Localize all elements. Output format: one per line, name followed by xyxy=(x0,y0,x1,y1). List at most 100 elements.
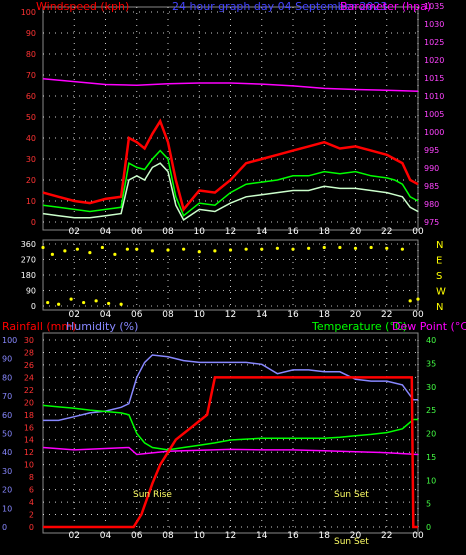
humidity-y-tick-label: 50 xyxy=(2,430,12,439)
wind-y-tick-label: 0 xyxy=(31,218,36,227)
dir-y-tick-label: 270 xyxy=(21,256,36,265)
wind-x-tick-label: 06 xyxy=(131,227,143,237)
rain-y-tick-label: 12 xyxy=(24,448,34,457)
rain-y-tick-label: 16 xyxy=(24,423,34,432)
temp-panel-series-0 xyxy=(43,354,418,422)
dir-x-tick-label: 22 xyxy=(381,310,392,320)
direction-point xyxy=(119,302,123,306)
sun-set-label-2: Sun Set xyxy=(334,537,369,547)
humidity-y-tick-label: 10 xyxy=(2,504,12,513)
wind-y-tick-label: 90 xyxy=(26,29,36,38)
wind-series-1 xyxy=(42,149,419,217)
humidity-y-tick-label: 90 xyxy=(2,355,12,364)
dir-x-tick-label: 04 xyxy=(100,310,112,320)
wind-y-tick-label: 60 xyxy=(26,92,36,101)
temp-panel-series-1 xyxy=(42,404,418,451)
temp-y-tick-label: 25 xyxy=(426,406,436,415)
dir-y-tick-label: 90 xyxy=(26,287,36,296)
rain-y-tick-label: 24 xyxy=(24,373,34,382)
sun-set-label: Sun Set xyxy=(334,490,369,500)
direction-point xyxy=(244,247,248,251)
rain-y-tick-label: 22 xyxy=(24,386,34,395)
direction-point xyxy=(63,249,67,253)
rain-y-tick-label: 10 xyxy=(24,461,34,470)
wind-series-3 xyxy=(42,77,419,93)
baro-y-tick-label: 985 xyxy=(424,182,439,191)
dir-x-tick-label: 12 xyxy=(225,310,236,320)
direction-point xyxy=(69,297,73,301)
wind-y-tick-label: 20 xyxy=(26,176,36,185)
dir-x-tick-label: 02 xyxy=(69,310,80,320)
wind-y-tick-label: 70 xyxy=(26,71,36,80)
dir-x-tick-label: 10 xyxy=(194,310,206,320)
temp-x-tick-label: 20 xyxy=(350,531,362,541)
direction-point xyxy=(322,245,326,250)
humidity-y-tick-label: 60 xyxy=(2,411,12,420)
direction-point xyxy=(260,247,264,251)
baro-y-tick-label: 1030 xyxy=(424,20,444,29)
temp-panel-frame xyxy=(42,332,419,534)
wind-x-tick-label: 00 xyxy=(412,227,424,237)
humidity-y-tick-label: 30 xyxy=(2,467,12,476)
direction-point xyxy=(57,302,61,306)
temp-x-tick-label: 14 xyxy=(256,531,268,541)
humidity-y-tick-label: 0 xyxy=(2,523,7,532)
temperature-axis-title: Temperature (°C) xyxy=(311,320,407,333)
direction-point xyxy=(166,248,170,252)
temp-y-tick-label: 0 xyxy=(426,523,431,532)
direction-point xyxy=(400,247,404,251)
dir-x-tick-label: 16 xyxy=(287,310,299,320)
wind-y-tick-label: 40 xyxy=(26,134,36,143)
direction-point xyxy=(182,247,186,251)
rain-y-tick-label: 4 xyxy=(29,498,34,507)
wind-x-tick-label: 14 xyxy=(256,227,268,237)
temp-x-tick-label: 22 xyxy=(381,531,392,541)
baro-y-tick-label: 1000 xyxy=(424,128,444,137)
wind-x-tick-label: 08 xyxy=(162,227,174,237)
chart-title: 24 hour graph day 04 September 2023 xyxy=(172,0,387,13)
rain-y-tick-label: 14 xyxy=(24,436,34,445)
wind-series-0 xyxy=(42,118,419,213)
dir-compass-label: N xyxy=(436,302,443,313)
temp-x-tick-label: 02 xyxy=(69,531,80,541)
dir-x-tick-label: 08 xyxy=(162,310,174,320)
direction-point xyxy=(82,300,86,305)
dir-y-tick-label: 0 xyxy=(31,302,36,311)
temp-x-tick-label: 18 xyxy=(319,531,331,541)
dir-compass-label: N xyxy=(436,240,443,251)
dir-x-tick-label: 06 xyxy=(131,310,143,320)
temp-x-tick-label: 16 xyxy=(287,531,299,541)
temp-panel-series-2 xyxy=(42,446,419,456)
direction-point xyxy=(113,252,117,256)
wind-y-tick-label: 50 xyxy=(26,113,36,122)
dir-compass-label: E xyxy=(436,256,442,267)
direction-point xyxy=(125,247,129,251)
wind-x-tick-label: 10 xyxy=(194,227,206,237)
temp-y-tick-label: 40 xyxy=(426,336,436,345)
wind-panel-frame xyxy=(42,6,419,231)
temp-x-tick-label: 06 xyxy=(131,531,143,541)
temp-y-tick-label: 5 xyxy=(426,500,431,509)
baro-y-tick-label: 1010 xyxy=(424,92,444,101)
temp-y-tick-label: 20 xyxy=(426,430,436,439)
baro-y-tick-label: 995 xyxy=(424,146,439,155)
rain-y-tick-label: 8 xyxy=(29,473,34,482)
wind-x-tick-label: 18 xyxy=(319,227,331,237)
direction-point xyxy=(94,299,98,303)
rain-y-tick-label: 6 xyxy=(29,486,34,495)
rain-y-tick-label: 26 xyxy=(24,361,34,370)
wind-x-tick-label: 02 xyxy=(69,227,80,237)
humidity-y-tick-label: 70 xyxy=(2,392,12,401)
direction-point xyxy=(369,245,373,250)
direction-point xyxy=(150,249,154,253)
rain-y-tick-label: 20 xyxy=(24,398,34,407)
direction-point xyxy=(213,249,217,253)
wind-x-tick-label: 20 xyxy=(350,227,362,237)
sun-rise-label: Sun Rise xyxy=(133,490,172,500)
dir-compass-label: W xyxy=(436,287,446,298)
humidity-y-tick-label: 100 xyxy=(2,336,17,345)
barometer-axis-title: Barometer (hpa) xyxy=(340,0,431,13)
direction-point xyxy=(88,251,92,255)
wind-y-tick-label: 100 xyxy=(21,8,36,17)
wind-x-tick-label: 12 xyxy=(225,227,236,237)
